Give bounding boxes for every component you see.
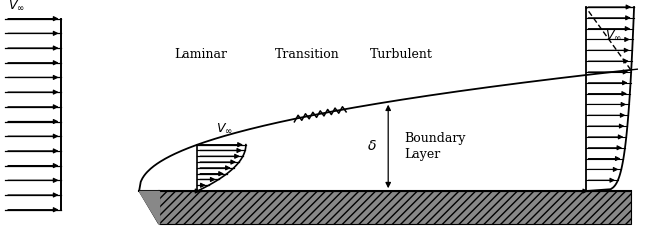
Text: Turbulent: Turbulent xyxy=(369,48,433,61)
Text: $\delta$: $\delta$ xyxy=(367,140,377,154)
Text: $V_{\infty}$: $V_{\infty}$ xyxy=(215,122,232,135)
Text: Transition: Transition xyxy=(275,48,340,61)
Text: $V_{\infty}$: $V_{\infty}$ xyxy=(605,28,622,41)
Text: Laminar: Laminar xyxy=(174,48,227,61)
Bar xyxy=(159,191,631,224)
Text: $V_{\infty}$: $V_{\infty}$ xyxy=(8,0,25,12)
Text: Boundary
Layer: Boundary Layer xyxy=(404,132,466,161)
Polygon shape xyxy=(139,191,159,224)
